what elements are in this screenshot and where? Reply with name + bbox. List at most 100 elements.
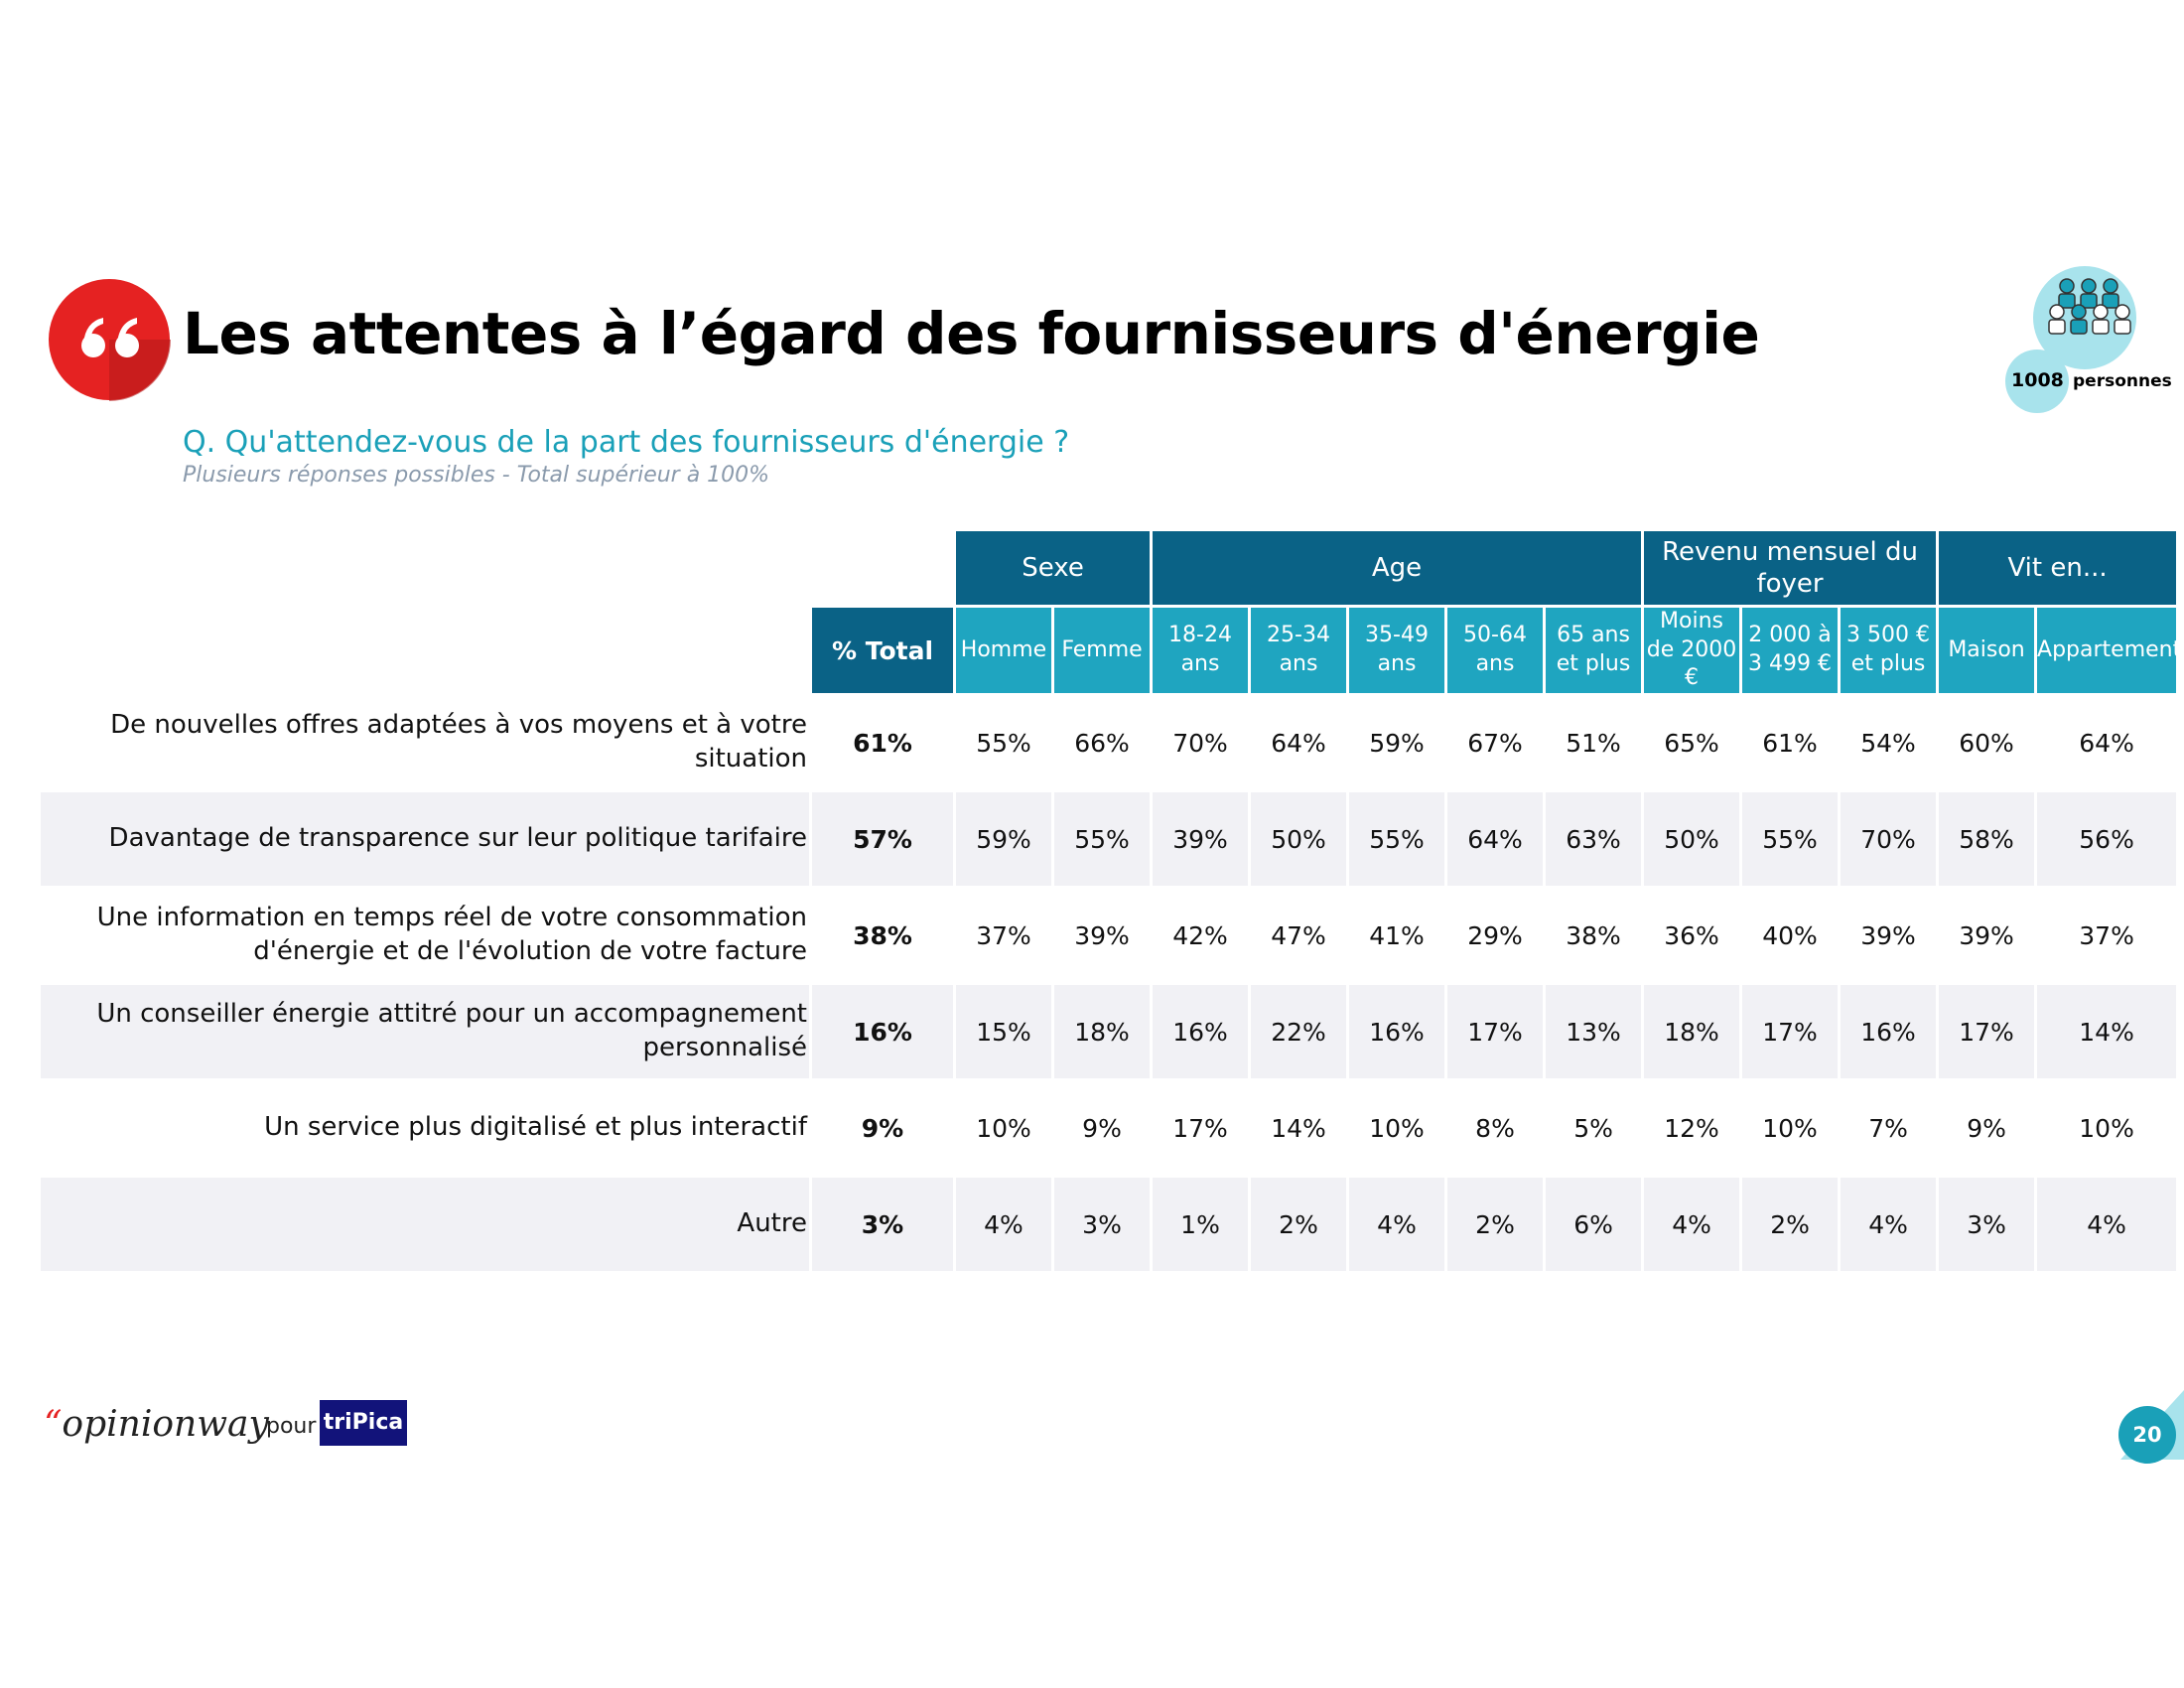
value-cell: 59% bbox=[956, 792, 1051, 886]
value-cell: 38% bbox=[1566, 920, 1621, 950]
value-cell: 40% bbox=[1762, 920, 1818, 950]
group-header: Revenu mensuel du foyer bbox=[1644, 531, 1937, 605]
value-cell: 50% bbox=[1644, 792, 1740, 886]
value-cell: 67% bbox=[1467, 728, 1523, 758]
value-cell: 54% bbox=[1860, 728, 1916, 758]
column-header: 2 000 à 3 499 € bbox=[1742, 608, 1839, 693]
group-header: Age bbox=[1153, 531, 1642, 605]
value-cell: 2% bbox=[1251, 1178, 1347, 1271]
value-cell: 15% bbox=[956, 985, 1051, 1078]
total-cell: 57% bbox=[812, 792, 953, 886]
client-logo: triPica bbox=[320, 1400, 407, 1446]
total-cell: 16% bbox=[812, 985, 953, 1078]
value-cell: 18% bbox=[1054, 985, 1151, 1078]
total-cell: 9% bbox=[861, 1113, 904, 1143]
row-label: Un conseiller énergie attitré pour un ac… bbox=[41, 985, 809, 1078]
footer-pour: pour bbox=[266, 1414, 317, 1439]
title: Les attentes à l’égard des fournisseurs … bbox=[183, 300, 1760, 367]
value-cell: 59% bbox=[1369, 728, 1425, 758]
group-header: Sexe bbox=[956, 531, 1151, 605]
value-cell: 29% bbox=[1467, 920, 1523, 950]
value-cell: 14% bbox=[2037, 985, 2177, 1078]
value-cell: 55% bbox=[1742, 792, 1839, 886]
value-cell: 18% bbox=[1644, 985, 1740, 1078]
row-label: Un service plus digitalisé et plus inter… bbox=[264, 1112, 807, 1143]
value-cell: 17% bbox=[1447, 985, 1544, 1078]
value-cell: 16% bbox=[1153, 985, 1249, 1078]
value-cell: 39% bbox=[1153, 792, 1249, 886]
column-header: Maison bbox=[1939, 608, 2035, 693]
value-cell: 64% bbox=[2079, 728, 2134, 758]
total-header: % Total bbox=[812, 608, 953, 693]
column-header: Moins de 2000 € bbox=[1644, 608, 1740, 693]
column-header: 35-49 ans bbox=[1349, 608, 1445, 693]
column-header: 18-24 ans bbox=[1153, 608, 1249, 693]
value-cell: 10% bbox=[1369, 1113, 1425, 1143]
value-cell: 1% bbox=[1153, 1178, 1249, 1271]
value-cell: 37% bbox=[976, 920, 1031, 950]
value-cell: 16% bbox=[1349, 985, 1445, 1078]
column-header: Appartement bbox=[2037, 608, 2181, 693]
value-cell: 39% bbox=[1860, 920, 1916, 950]
column-header: 65 ans et plus bbox=[1546, 608, 1642, 693]
value-cell: 50% bbox=[1251, 792, 1347, 886]
column-header: Femme bbox=[1054, 608, 1151, 693]
row-label: Une information en temps réel de votre c… bbox=[96, 903, 807, 966]
people-badge bbox=[2005, 266, 2136, 413]
note: Plusieurs réponses possibles - Total sup… bbox=[183, 463, 770, 488]
value-cell: 41% bbox=[1369, 920, 1425, 950]
row: Un conseiller énergie attitré pour un ac… bbox=[41, 985, 2177, 1078]
value-cell: 61% bbox=[1762, 728, 1818, 758]
value-cell: 42% bbox=[1172, 920, 1228, 950]
column-header: 50-64 ans bbox=[1447, 608, 1544, 693]
brand-logo: “opinionway bbox=[44, 1404, 269, 1445]
quote-icon bbox=[49, 279, 171, 401]
value-cell: 39% bbox=[1959, 920, 2014, 950]
question: Q. Qu'attendez-vous de la part des fourn… bbox=[183, 425, 1070, 460]
row: De nouvelles offres adaptées à vos moyen… bbox=[41, 696, 2176, 789]
row: Une information en temps réel de votre c… bbox=[41, 889, 2176, 982]
value-cell: 39% bbox=[1074, 920, 1130, 950]
value-cell: 12% bbox=[1664, 1113, 1719, 1143]
row: Un service plus digitalisé et plus inter… bbox=[41, 1081, 2176, 1175]
value-cell: 47% bbox=[1271, 920, 1326, 950]
value-cell: 36% bbox=[1664, 920, 1719, 950]
value-cell: 66% bbox=[1074, 728, 1130, 758]
value-cell: 56% bbox=[2037, 792, 2177, 886]
badge-label: personnes bbox=[2073, 371, 2172, 391]
value-cell: 10% bbox=[2079, 1113, 2134, 1143]
value-cell: 10% bbox=[1762, 1113, 1818, 1143]
value-cell: 13% bbox=[1546, 985, 1642, 1078]
value-cell: 4% bbox=[1644, 1178, 1740, 1271]
total-cell: 61% bbox=[853, 728, 912, 758]
total-cell: 3% bbox=[812, 1178, 953, 1271]
value-cell: 2% bbox=[1447, 1178, 1544, 1271]
column-header: 3 500 € et plus bbox=[1841, 608, 1937, 693]
page-number: 20 bbox=[2118, 1406, 2176, 1464]
brand-quote: “ bbox=[44, 1404, 63, 1445]
brand-name: opinionway bbox=[62, 1404, 269, 1445]
value-cell: 2% bbox=[1742, 1178, 1839, 1271]
value-cell: 22% bbox=[1251, 985, 1347, 1078]
value-cell: 7% bbox=[1868, 1113, 1908, 1143]
value-cell: 64% bbox=[1447, 792, 1544, 886]
value-cell: 64% bbox=[1271, 728, 1326, 758]
value-cell: 4% bbox=[1349, 1178, 1445, 1271]
value-cell: 17% bbox=[1172, 1113, 1228, 1143]
column-header: Homme bbox=[956, 608, 1051, 693]
value-cell: 70% bbox=[1841, 792, 1937, 886]
value-cell: 55% bbox=[976, 728, 1031, 758]
badge-count: 1008 bbox=[2011, 369, 2064, 391]
value-cell: 3% bbox=[1054, 1178, 1151, 1271]
value-cell: 4% bbox=[956, 1178, 1051, 1271]
group-header: Vit en... bbox=[1939, 531, 2177, 605]
value-cell: 58% bbox=[1939, 792, 2035, 886]
row-label: De nouvelles offres adaptées à vos moyen… bbox=[110, 710, 807, 774]
value-cell: 14% bbox=[1271, 1113, 1326, 1143]
row-label: Autre bbox=[41, 1178, 809, 1271]
value-cell: 4% bbox=[2037, 1178, 2177, 1271]
value-cell: 4% bbox=[1841, 1178, 1937, 1271]
value-cell: 55% bbox=[1349, 792, 1445, 886]
value-cell: 9% bbox=[1967, 1113, 2006, 1143]
